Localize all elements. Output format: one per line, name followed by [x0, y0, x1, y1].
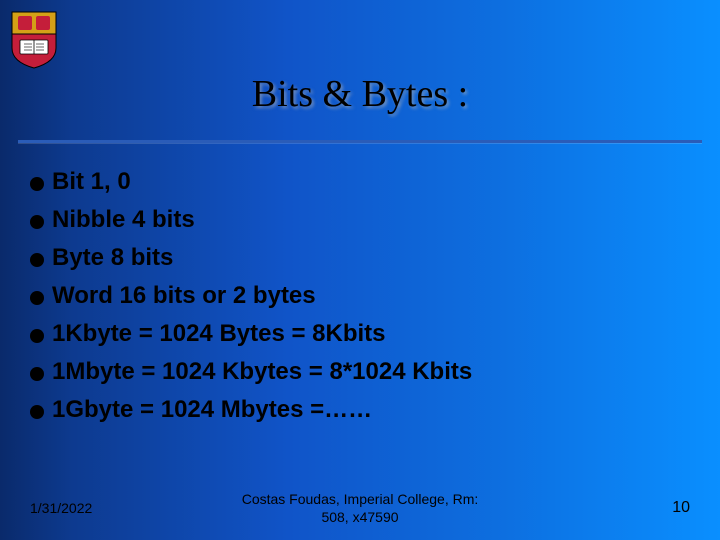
title-underline [18, 140, 702, 143]
bullet-icon [30, 329, 44, 343]
footer-author: Costas Foudas, Imperial College, Rm: 508… [150, 490, 570, 526]
bullet-text: Word 16 bits or 2 bytes [52, 282, 316, 310]
footer-center-line2: 508, x47590 [150, 508, 570, 526]
bullet-text: Nibble 4 bits [52, 206, 195, 234]
bullet-icon [30, 253, 44, 267]
bullet-icon [30, 291, 44, 305]
list-item: Nibble 4 bits [30, 206, 700, 234]
list-item: 1Mbyte = 1024 Kbytes = 8*1024 Kbits [30, 358, 700, 386]
footer-center-line1: Costas Foudas, Imperial College, Rm: [150, 490, 570, 508]
list-item: Byte 8 bits [30, 244, 700, 272]
list-item: 1Gbyte = 1024 Mbytes =…… [30, 396, 700, 424]
bullet-text: Byte 8 bits [52, 244, 173, 272]
bullet-icon [30, 177, 44, 191]
list-item: 1Kbyte = 1024 Bytes = 8Kbits [30, 320, 700, 348]
bullet-icon [30, 367, 44, 381]
list-item: Bit 1, 0 [30, 168, 700, 196]
bullet-list: Bit 1, 0 Nibble 4 bits Byte 8 bits Word … [30, 168, 700, 434]
footer-page-number: 10 [570, 499, 690, 517]
bullet-text: 1Kbyte = 1024 Bytes = 8Kbits [52, 320, 386, 348]
bullet-text: 1Mbyte = 1024 Kbytes = 8*1024 Kbits [52, 358, 472, 386]
slide-title: Bits & Bytes : [0, 72, 720, 116]
list-item: Word 16 bits or 2 bytes [30, 282, 700, 310]
bullet-icon [30, 215, 44, 229]
university-crest-logo [10, 10, 58, 70]
bullet-text: Bit 1, 0 [52, 168, 131, 196]
crest-icon [10, 10, 58, 70]
bullet-text: 1Gbyte = 1024 Mbytes =…… [52, 396, 372, 424]
footer-date: 1/31/2022 [30, 500, 150, 516]
bullet-icon [30, 405, 44, 419]
slide-footer: 1/31/2022 Costas Foudas, Imperial Colleg… [0, 490, 720, 526]
